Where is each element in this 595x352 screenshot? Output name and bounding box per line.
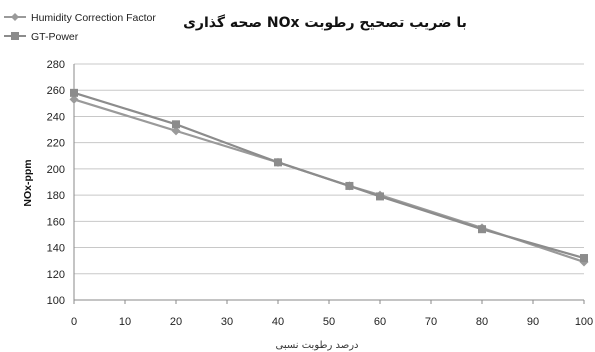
x-tick-label: 0: [71, 316, 77, 328]
y-tick-label: 100: [47, 295, 65, 307]
x-tick-label: 70: [425, 316, 437, 328]
series-layer: [69, 88, 589, 267]
legend-label: GT-Power: [31, 31, 79, 43]
data-point: [580, 254, 588, 263]
legend-square-marker: [11, 32, 19, 40]
legend: Humidity Correction Factor GT-Power: [4, 12, 156, 43]
x-tick-label: 80: [476, 316, 488, 328]
x-tick-label: 30: [221, 316, 233, 328]
y-axis-ticks: 100 120 140 160 180 200 220 240 260 280: [47, 59, 65, 307]
series-humidity-correction-factor: [69, 94, 589, 267]
data-point: [478, 225, 486, 234]
legend-diamond-marker: [11, 13, 19, 21]
data-point: [376, 192, 384, 201]
data-point: [172, 120, 180, 129]
x-tick-label: 90: [527, 316, 539, 328]
data-point: [69, 94, 79, 104]
legend-label: Humidity Correction Factor: [31, 12, 156, 24]
y-tick-label: 220: [47, 138, 65, 150]
series-line: [73, 91, 585, 260]
x-axis-ticks: 0 10 20 30 40 50 60 70 80 90 100: [71, 316, 593, 328]
x-tick-label: 100: [575, 316, 593, 328]
y-tick-label: 120: [47, 269, 65, 281]
data-point: [171, 126, 181, 136]
axes: [73, 64, 585, 304]
gridlines: [74, 63, 584, 301]
y-tick-label: 200: [47, 164, 65, 176]
x-tick-label: 10: [119, 316, 131, 328]
x-tick-label: 50: [323, 316, 335, 328]
y-tick-label: 180: [47, 190, 65, 202]
data-point: [70, 88, 78, 97]
x-tick-label: 40: [272, 316, 284, 328]
y-tick-label: 260: [47, 85, 65, 97]
legend-item: Humidity Correction Factor: [4, 12, 156, 24]
y-tick-label: 240: [47, 111, 65, 123]
series-gt-power: [70, 88, 588, 263]
y-tick-label: 280: [47, 59, 65, 71]
series-line: [73, 98, 585, 264]
y-tick-label: 160: [47, 216, 65, 228]
data-point: [274, 158, 282, 167]
data-point: [345, 181, 354, 190]
x-tick-label: 60: [374, 316, 386, 328]
x-axis-label: درصد رطوبت نسبی: [276, 340, 359, 351]
y-tick-label: 140: [47, 243, 65, 255]
legend-item: GT-Power: [4, 31, 79, 43]
x-tick-label: 20: [170, 316, 182, 328]
y-axis-label: NOx-ppm: [22, 159, 34, 206]
chart-title: صحه گذاری NOx با ضریب تصحیح رطوبت: [183, 14, 467, 31]
